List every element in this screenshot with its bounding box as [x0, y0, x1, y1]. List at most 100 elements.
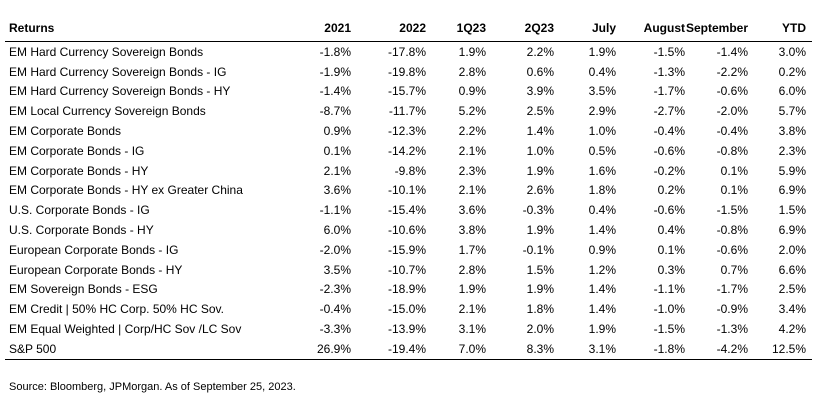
cell-1q23: 1.9%	[458, 282, 486, 297]
cell-2021: -0.4%	[319, 302, 351, 317]
cell-ytd: 0.2%	[778, 64, 806, 79]
cell-august: -0.6%	[653, 143, 685, 158]
cell-2q23: 1.9%	[526, 163, 554, 178]
source-note: Source: Bloomberg, JPMorgan. As of Septe…	[9, 381, 296, 393]
cell-ytd: 2.5%	[778, 282, 806, 297]
table-row: S&P 500 26.9% -19.4% 7.0% 8.3% 3.1% -1.8% -4.2%…	[5, 339, 812, 360]
cell-2022: -18.9%	[387, 282, 426, 297]
cell-2022: -19.8%	[387, 64, 426, 79]
cell-1q23: 7.0%	[458, 341, 486, 356]
cell-2q23: 0.6%	[526, 64, 554, 79]
cell-september: -0.6%	[716, 242, 748, 257]
cell-september: -0.8%	[716, 223, 748, 238]
cell-2q23: 1.9%	[526, 282, 554, 297]
cell-september: -0.6%	[716, 84, 748, 99]
cell-ytd: 6.0%	[778, 84, 806, 99]
cell-1q23: 2.8%	[458, 262, 486, 277]
header-august: August	[643, 20, 685, 35]
cell-july: 2.9%	[588, 104, 616, 119]
cell-2021: -3.3%	[319, 322, 351, 337]
cell-august: -1.1%	[653, 282, 685, 297]
table-row: U.S. Corporate Bonds - IG -1.1% -15.4% 3.6%…	[5, 200, 812, 220]
cell-1q23: 2.1%	[458, 183, 486, 198]
cell-ytd: 6.6%	[778, 262, 806, 277]
cell-july: 0.4%	[588, 203, 616, 218]
table-row: EM Credit | 50% HC Corp. 50% HC Sov. -0.4…	[5, 299, 812, 319]
cell-ytd: 3.4%	[778, 302, 806, 317]
cell-august: -1.7%	[653, 84, 685, 99]
header-ytd: YTD	[782, 20, 806, 35]
row-label: EM Sovereign Bonds - ESG	[9, 282, 158, 297]
cell-september: -4.2%	[716, 341, 748, 356]
cell-2q23: 1.9%	[526, 223, 554, 238]
cell-september: -1.5%	[716, 203, 748, 218]
table-row: EM Local Currency Sovereign Bonds -8.7% -1…	[5, 101, 812, 121]
cell-september: 0.1%	[720, 183, 748, 198]
cell-1q23: 2.3%	[458, 163, 486, 178]
row-label: EM Equal Weighted | Corp/HC Sov /LC Sov	[9, 322, 242, 337]
cell-august: 0.3%	[657, 262, 685, 277]
cell-2021: 3.5%	[323, 262, 351, 277]
header-1q23: 1Q23	[456, 20, 486, 35]
cell-ytd: 5.7%	[778, 104, 806, 119]
cell-2021: -1.9%	[319, 64, 351, 79]
cell-august: -1.5%	[653, 322, 685, 337]
cell-july: 1.0%	[588, 124, 616, 139]
cell-2q23: 2.0%	[526, 322, 554, 337]
table-row: EM Corporate Bonds - HY ex Greater China…	[5, 181, 812, 201]
header-2022: 2022	[399, 20, 426, 35]
cell-july: 1.4%	[588, 223, 616, 238]
cell-ytd: 4.2%	[778, 322, 806, 337]
header-row: Returns 2021 2022 1Q23 2Q23 July August …	[5, 14, 812, 42]
row-label: EM Corporate Bonds - HY ex Greater China	[9, 183, 243, 198]
header-september: September	[685, 20, 748, 35]
cell-ytd: 2.3%	[778, 143, 806, 158]
cell-september: -0.8%	[716, 143, 748, 158]
cell-july: 1.6%	[588, 163, 616, 178]
header-returns: Returns	[9, 20, 55, 35]
cell-2021: -1.4%	[319, 84, 351, 99]
row-label: EM Hard Currency Sovereign Bonds	[9, 44, 204, 59]
cell-august: -0.4%	[653, 124, 685, 139]
cell-2021: 26.9%	[316, 341, 351, 356]
row-label: EM Hard Currency Sovereign Bonds - HY	[9, 84, 231, 99]
cell-1q23: 0.9%	[458, 84, 486, 99]
cell-august: 0.4%	[657, 223, 685, 238]
cell-august: -1.0%	[653, 302, 685, 317]
cell-1q23: 2.8%	[458, 64, 486, 79]
cell-ytd: 3.0%	[778, 44, 806, 59]
header-2021: 2021	[324, 20, 351, 35]
cell-1q23: 1.9%	[458, 44, 486, 59]
header-2q23: 2Q23	[524, 20, 554, 35]
cell-2022: -15.9%	[387, 242, 426, 257]
cell-2021: -1.1%	[319, 203, 351, 218]
cell-2022: -10.1%	[387, 183, 426, 198]
table-row: EM Equal Weighted | Corp/HC Sov /LC Sov -…	[5, 319, 812, 339]
cell-2q23: 1.5%	[526, 262, 554, 277]
cell-september: 0.7%	[720, 262, 748, 277]
cell-july: 1.9%	[588, 322, 616, 337]
cell-september: -0.9%	[716, 302, 748, 317]
cell-2q23: 2.2%	[526, 44, 554, 59]
cell-1q23: 5.2%	[458, 104, 486, 119]
table-row: EM Corporate Bonds 0.9% -12.3% 2.2% 1.4% 1.0%…	[5, 121, 812, 141]
cell-july: 1.4%	[588, 282, 616, 297]
cell-july: 0.4%	[588, 64, 616, 79]
cell-2021: -1.8%	[319, 44, 351, 59]
cell-august: -1.8%	[653, 341, 685, 356]
cell-2022: -17.8%	[387, 44, 426, 59]
cell-ytd: 12.5%	[771, 341, 806, 356]
cell-september: -1.4%	[716, 44, 748, 59]
cell-2022: -10.7%	[387, 262, 426, 277]
cell-2q23: 3.9%	[526, 84, 554, 99]
table-body: EM Hard Currency Sovereign Bonds -1.8% -17…	[5, 42, 812, 360]
table-row: EM Sovereign Bonds - ESG -2.3% -18.9% 1.9% 1…	[5, 280, 812, 300]
cell-august: -1.5%	[653, 44, 685, 59]
cell-1q23: 3.8%	[458, 223, 486, 238]
cell-july: 1.4%	[588, 302, 616, 317]
cell-2q23: -0.3%	[522, 203, 554, 218]
cell-july: 3.5%	[588, 84, 616, 99]
cell-2022: -15.4%	[387, 203, 426, 218]
cell-2021: -8.7%	[319, 104, 351, 119]
table-row: U.S. Corporate Bonds - HY 6.0% -10.6% 3.8% 1…	[5, 220, 812, 240]
